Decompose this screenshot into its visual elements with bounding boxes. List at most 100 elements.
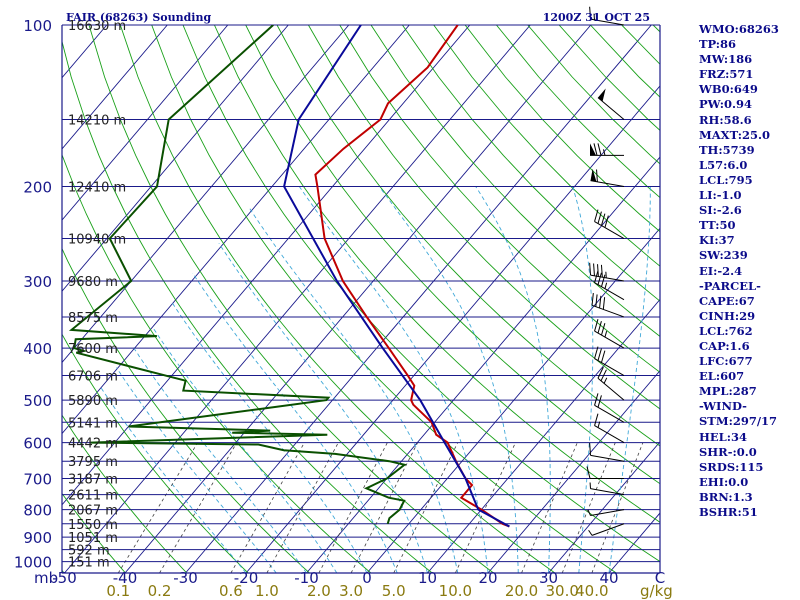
wind-barb-staff [594, 221, 625, 239]
isotherm-line [306, 156, 660, 573]
mixing-ratio-line [591, 442, 644, 573]
wind-barb [590, 168, 625, 188]
wind-barb-tick [594, 319, 599, 332]
wind-barb-tick [594, 346, 599, 359]
wind-barb-tick [589, 442, 592, 456]
isotherm-line [64, 25, 531, 573]
stability-index-item: MPL:287 [699, 384, 757, 399]
wind-barb-tick [602, 297, 606, 310]
height-label: 3795 m [68, 455, 118, 470]
wind-barb-tick [597, 264, 599, 277]
dry-adiabat-line [433, 25, 660, 267]
axis-labels: 16630 m 14210 m 12410 m 10940 m 9680 m 8575 m… [14, 17, 665, 600]
stability-index-item: RH:58.6 [699, 112, 752, 127]
wind-barb [594, 393, 625, 423]
mixing-ratio-tick-label: 40.0 [575, 582, 608, 600]
wind-barb-half-tick [604, 330, 608, 338]
wind-barb [597, 88, 625, 120]
wind-barb-tick [594, 413, 599, 426]
dry-adiabat-line [182, 25, 660, 563]
stability-index-item: -PARCEL- [699, 278, 761, 293]
height-label: 9680 m [68, 275, 118, 290]
wind-barb-half-tick [587, 509, 591, 516]
moist-adiabat-line [99, 385, 247, 573]
isotherm-line [548, 441, 660, 573]
isotherm-line [366, 227, 660, 573]
mixing-ratio-line [117, 442, 199, 573]
stability-index-item: L57:6.0 [699, 157, 748, 172]
wind-barb-tick [594, 393, 599, 406]
wind-barb [589, 262, 625, 282]
dewpoint-line [68, 25, 407, 525]
wind-barb-staff [590, 509, 625, 517]
wind-barb-half-tick [604, 282, 608, 289]
stability-index-item: KI:37 [699, 233, 735, 248]
height-label: 10940 m [68, 233, 126, 248]
stability-index-item: CAP:1.6 [699, 338, 750, 353]
mixing-ratio-line [561, 442, 616, 573]
stability-index-item: LCL:795 [699, 172, 753, 187]
pressure-tick-label: 500 [23, 392, 52, 410]
mixing-ratio-tick-label: 3.0 [339, 582, 363, 600]
mixing-ratio-unit: g/kg [640, 582, 673, 600]
dry-adiabat-line [151, 25, 617, 573]
wind-barb [594, 209, 625, 239]
height-label: 5141 m [68, 416, 118, 431]
wind-barb [591, 292, 625, 318]
wind-barb-tick [596, 169, 598, 182]
stability-index-item: FRZ:571 [699, 67, 754, 82]
mixing-ratio-line [393, 442, 459, 573]
wind-barb-half-tick [588, 529, 593, 536]
wind-barb-half-tick [603, 377, 608, 384]
wind-barb-tick [601, 213, 606, 226]
dry-adiabat-line [276, 25, 660, 447]
dry-adiabat-line [62, 153, 372, 573]
temperature-tick-label: -30 [173, 569, 198, 587]
stability-index-item: PW:0.94 [699, 97, 753, 112]
temperature-tick-label: 0 [362, 569, 372, 587]
pressure-tick-label: 600 [23, 435, 52, 453]
stability-index-item: SW:239 [699, 248, 748, 263]
stability-index-item: LI:-1.0 [699, 188, 742, 203]
temperature-line [314, 25, 510, 528]
wind-barb-tick [586, 466, 591, 479]
mixing-ratio-tick-label: 0.2 [148, 582, 172, 600]
stability-index-item: TP:86 [699, 37, 737, 52]
isotherm-line [487, 369, 660, 573]
isotherm-line [62, 25, 229, 221]
temperature-tick-label: -50 [52, 569, 77, 587]
temperature-tick-label: C [655, 569, 665, 587]
wind-barb-tick [597, 272, 602, 285]
pressure-tick-label: 200 [23, 179, 52, 197]
stability-index-item: MAXT:25.0 [699, 127, 770, 142]
wind-barb-tick [599, 295, 602, 309]
isotherm-line [245, 85, 660, 573]
wind-barb [594, 346, 625, 376]
isotherm-line [62, 25, 410, 435]
stability-index-item: EHI:0.0 [699, 474, 749, 489]
stability-index-item: SHR-:0.0 [699, 444, 757, 459]
wind-barb [586, 466, 624, 480]
valid-time: 1200Z 31 OCT 25 [543, 11, 650, 24]
wind-barb-staff [591, 304, 625, 318]
stability-index-item: CINH:29 [699, 308, 756, 323]
wind-barb-staff [594, 282, 625, 301]
isotherm-line [124, 25, 592, 573]
mixing-ratio-tick-label: 30.0 [546, 582, 579, 600]
pressure-tick-label: 700 [23, 471, 52, 489]
moist-adiabat-line [116, 367, 277, 573]
wind-barb-tick [597, 321, 602, 334]
isotherm-line [62, 25, 471, 506]
wind-barb-flag [590, 143, 596, 156]
wind-barb-tick [594, 209, 599, 222]
wind-barb-staff [590, 454, 625, 462]
wind-barb-staff [594, 425, 625, 444]
thermo-grid [62, 25, 660, 573]
moist-adiabat-line [249, 208, 459, 573]
stability-index-item: SRDS:115 [699, 459, 764, 474]
pressure-tick-label: 1000 [14, 554, 52, 572]
wind-barb-tick [589, 262, 592, 276]
wind-barb-tick [593, 143, 598, 156]
moist-adiabat-line [378, 186, 519, 573]
